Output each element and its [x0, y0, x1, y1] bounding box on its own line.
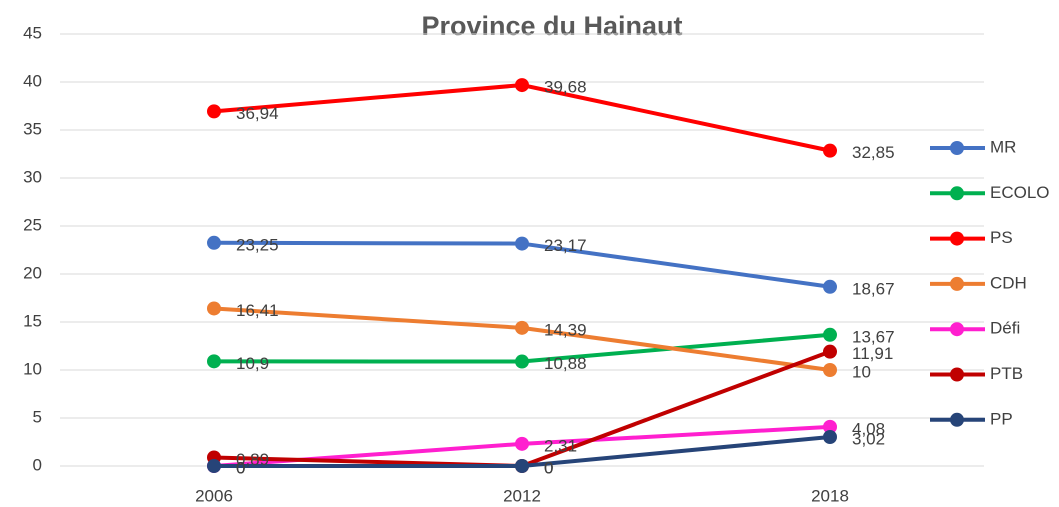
legend-label: PS: [990, 228, 1013, 247]
point: [515, 354, 529, 369]
point: [823, 363, 837, 377]
x-tick-label: 2012: [503, 486, 541, 505]
point: [207, 459, 221, 473]
legend-marker: [950, 276, 964, 291]
point: [207, 104, 221, 119]
point: [207, 301, 221, 316]
y-tick-label: 20: [23, 263, 42, 282]
data-label: 13,67: [852, 327, 895, 346]
point: [515, 436, 529, 451]
data-label: 10: [852, 362, 871, 381]
data-label: 23,25: [236, 235, 279, 254]
legend-marker: [950, 186, 964, 201]
point: [207, 354, 221, 369]
y-tick-label: 45: [23, 23, 42, 42]
point: [823, 327, 837, 342]
legend-marker: [950, 141, 964, 155]
x-tick-label: 2018: [811, 486, 849, 505]
data-label: 14,39: [544, 320, 587, 339]
y-tick-label: 10: [23, 359, 42, 378]
point: [823, 344, 837, 359]
point: [823, 143, 837, 158]
data-label: 0: [236, 458, 245, 477]
data-label: 4,08: [852, 419, 885, 438]
legend-marker: [950, 231, 964, 246]
legend-marker: [950, 412, 964, 427]
y-tick-label: 5: [33, 407, 42, 426]
y-tick-label: 15: [23, 311, 42, 330]
point: [823, 430, 837, 445]
y-tick-label: 40: [23, 71, 42, 90]
series-line: [213, 83, 831, 153]
legend-label: MR: [990, 137, 1016, 156]
data-label: 0: [544, 458, 553, 477]
legend-label: Défi: [990, 319, 1020, 338]
data-label: 10,9: [236, 354, 269, 373]
point: [207, 235, 221, 250]
data-label: 36,94: [236, 104, 279, 123]
data-label: 18,67: [852, 279, 895, 298]
point: [515, 459, 529, 473]
legend-marker: [950, 322, 964, 337]
data-label: 10,88: [544, 354, 587, 373]
data-label: 23,17: [544, 236, 587, 255]
legend-label: PP: [990, 409, 1013, 428]
legend-label: CDH: [990, 273, 1027, 292]
point: [515, 78, 529, 93]
chart-title: Province du Hainaut: [421, 11, 682, 41]
data-label: 39,68: [544, 78, 587, 97]
point: [823, 279, 837, 294]
point: [515, 320, 529, 335]
x-tick-label: 2006: [195, 486, 233, 505]
point: [823, 419, 837, 434]
y-tick-label: 0: [33, 455, 42, 474]
y-tick-label: 30: [23, 167, 42, 186]
data-label: 32,85: [852, 143, 895, 162]
data-label: 2,31: [544, 436, 577, 455]
legend-label: PTB: [990, 364, 1023, 383]
legend-marker: [950, 367, 964, 382]
y-tick-label: 35: [23, 119, 42, 138]
point: [515, 236, 529, 251]
data-label: 11,91: [852, 344, 893, 363]
y-tick-label: 25: [23, 215, 42, 234]
data-label: 0: [544, 458, 553, 477]
data-label: 16,41: [236, 301, 279, 320]
legend-label: ECOLO: [990, 183, 1050, 202]
data-label: 0: [236, 458, 245, 477]
data-label: 3,02: [852, 429, 885, 448]
data-label: 0,89: [236, 450, 269, 469]
